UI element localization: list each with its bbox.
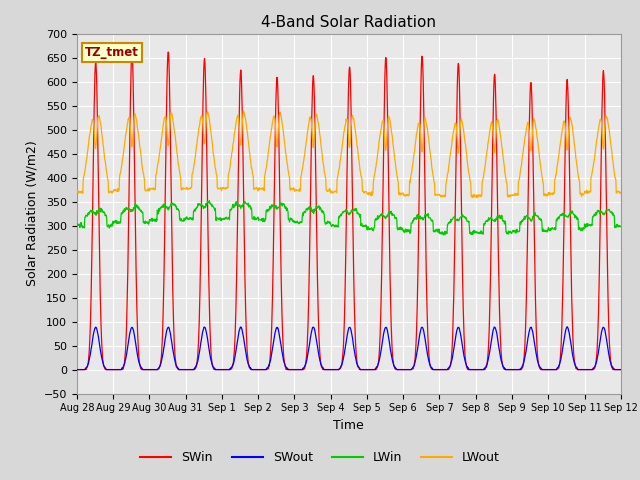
LWout bbox=[180, 186, 188, 192]
Title: 4-Band Solar Radiation: 4-Band Solar Radiation bbox=[261, 15, 436, 30]
SWin bbox=[433, 367, 441, 372]
SWin bbox=[73, 367, 81, 372]
SWin bbox=[181, 367, 189, 372]
LWout bbox=[255, 185, 263, 191]
SWout bbox=[552, 367, 559, 372]
SWout bbox=[255, 367, 262, 372]
X-axis label: Time: Time bbox=[333, 419, 364, 432]
SWin bbox=[194, 348, 202, 353]
Text: TZ_tmet: TZ_tmet bbox=[85, 46, 139, 59]
LWin bbox=[440, 232, 448, 238]
SWin bbox=[504, 367, 512, 372]
LWin bbox=[616, 224, 624, 229]
LWout bbox=[616, 190, 624, 195]
LWin bbox=[194, 204, 202, 209]
LWout bbox=[73, 189, 81, 194]
LWout bbox=[239, 108, 247, 114]
SWin bbox=[164, 49, 172, 55]
LWin bbox=[255, 217, 263, 223]
Line: LWin: LWin bbox=[77, 201, 620, 235]
LWout bbox=[553, 168, 561, 173]
SWout bbox=[563, 324, 571, 330]
LWin bbox=[433, 226, 441, 232]
SWin bbox=[552, 367, 560, 372]
LWout bbox=[473, 195, 481, 201]
SWin bbox=[255, 367, 263, 372]
Line: SWout: SWout bbox=[77, 327, 620, 370]
LWout bbox=[505, 193, 513, 199]
SWout bbox=[194, 359, 202, 364]
LWin bbox=[73, 223, 81, 228]
SWout bbox=[504, 367, 512, 372]
Y-axis label: Solar Radiation (W/m2): Solar Radiation (W/m2) bbox=[25, 141, 38, 287]
SWout bbox=[180, 367, 188, 372]
SWout bbox=[433, 367, 441, 372]
Line: LWout: LWout bbox=[77, 111, 620, 198]
LWout bbox=[194, 135, 202, 141]
Legend: SWin, SWout, LWin, LWout: SWin, SWout, LWin, LWout bbox=[135, 446, 505, 469]
SWout bbox=[73, 367, 81, 372]
SWin bbox=[616, 367, 624, 372]
LWout bbox=[433, 192, 441, 197]
LWin bbox=[205, 198, 213, 204]
SWout bbox=[616, 367, 624, 372]
LWin bbox=[505, 228, 513, 234]
Line: SWin: SWin bbox=[77, 52, 620, 370]
LWin bbox=[553, 216, 561, 222]
LWin bbox=[180, 217, 188, 223]
